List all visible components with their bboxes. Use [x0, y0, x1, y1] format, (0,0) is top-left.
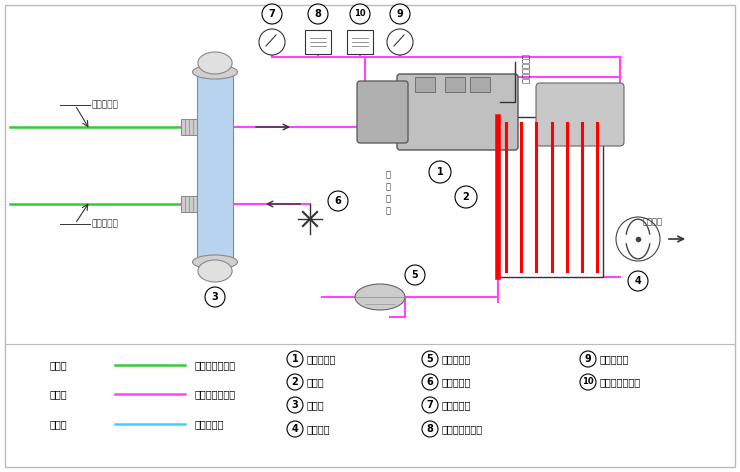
Text: 水循环回路: 水循环回路 — [195, 419, 224, 429]
Circle shape — [628, 271, 648, 291]
Text: 3: 3 — [212, 292, 218, 302]
Text: 干燥过滤器: 干燥过滤器 — [442, 354, 471, 364]
Bar — [498, 117, 603, 277]
Text: 9: 9 — [585, 354, 591, 364]
Text: 7: 7 — [269, 9, 275, 19]
Circle shape — [205, 287, 225, 307]
Ellipse shape — [192, 65, 238, 79]
Text: 2: 2 — [292, 377, 298, 387]
Text: 吸: 吸 — [386, 194, 391, 203]
Text: 低: 低 — [386, 170, 391, 179]
Text: 绿色线: 绿色线 — [50, 360, 67, 370]
Ellipse shape — [192, 255, 238, 269]
Circle shape — [422, 421, 438, 437]
Circle shape — [262, 4, 282, 24]
Bar — [305, 30, 331, 54]
Text: 高压压力表: 高压压力表 — [600, 354, 630, 364]
Text: 3: 3 — [292, 400, 298, 410]
FancyBboxPatch shape — [357, 81, 408, 143]
Bar — [181, 119, 197, 135]
Circle shape — [390, 4, 410, 24]
Circle shape — [259, 29, 285, 55]
Circle shape — [580, 374, 596, 390]
Circle shape — [387, 29, 413, 55]
Text: 10: 10 — [582, 378, 593, 387]
Bar — [181, 196, 197, 212]
Bar — [347, 30, 373, 54]
FancyBboxPatch shape — [536, 83, 624, 146]
Text: 低压压力表: 低压压力表 — [442, 400, 471, 410]
FancyBboxPatch shape — [397, 74, 518, 150]
Text: 10: 10 — [354, 9, 366, 18]
Text: 7: 7 — [427, 400, 434, 410]
Circle shape — [422, 374, 438, 390]
Text: 8: 8 — [314, 9, 321, 19]
Text: 冷却风扇: 冷却风扇 — [307, 424, 331, 434]
Text: 4: 4 — [292, 424, 298, 434]
Text: 4: 4 — [635, 276, 642, 286]
Ellipse shape — [198, 260, 232, 282]
Text: 2: 2 — [462, 192, 469, 202]
Bar — [470, 77, 490, 92]
Circle shape — [287, 421, 303, 437]
Circle shape — [422, 351, 438, 367]
Text: 1: 1 — [437, 167, 443, 177]
Text: 5: 5 — [411, 270, 418, 280]
Circle shape — [287, 374, 303, 390]
Circle shape — [422, 397, 438, 413]
Text: 9: 9 — [397, 9, 403, 19]
Text: 载冷剂出口: 载冷剂出口 — [92, 101, 119, 110]
Text: 供液膨胀阀: 供液膨胀阀 — [442, 377, 471, 387]
Text: 1: 1 — [292, 354, 298, 364]
Text: 冷凝器: 冷凝器 — [307, 377, 325, 387]
Text: 气: 气 — [386, 206, 391, 215]
Text: 6: 6 — [427, 377, 434, 387]
Text: 低压压力控制器: 低压压力控制器 — [442, 424, 483, 434]
Circle shape — [328, 191, 348, 211]
Circle shape — [287, 397, 303, 413]
Text: 蒸发器: 蒸发器 — [307, 400, 325, 410]
Bar — [415, 77, 435, 92]
Text: 蓝色线: 蓝色线 — [50, 419, 67, 429]
Bar — [445, 77, 465, 92]
Text: 压: 压 — [386, 182, 391, 191]
Circle shape — [455, 186, 477, 208]
Text: 8: 8 — [426, 424, 434, 434]
Circle shape — [308, 4, 328, 24]
Text: 螺杆压缩机: 螺杆压缩机 — [307, 354, 337, 364]
Ellipse shape — [198, 52, 232, 74]
Circle shape — [287, 351, 303, 367]
Text: 5: 5 — [427, 354, 434, 364]
Text: 6: 6 — [334, 196, 341, 206]
Text: 载冷剂流入: 载冷剂流入 — [92, 219, 119, 228]
Circle shape — [405, 265, 425, 285]
Text: 风冷流向: 风冷流向 — [643, 217, 663, 226]
Text: 高压排气通路: 高压排气通路 — [520, 54, 529, 84]
Text: 载冷剂循环回路: 载冷剂循环回路 — [195, 360, 236, 370]
Text: 红色线: 红色线 — [50, 389, 67, 399]
Circle shape — [350, 4, 370, 24]
Ellipse shape — [355, 284, 405, 310]
Bar — [197, 72, 233, 262]
Circle shape — [616, 217, 660, 261]
Text: 制冷剂循环回路: 制冷剂循环回路 — [195, 389, 236, 399]
Circle shape — [429, 161, 451, 183]
Text: 高压压力控制器: 高压压力控制器 — [600, 377, 641, 387]
Circle shape — [580, 351, 596, 367]
